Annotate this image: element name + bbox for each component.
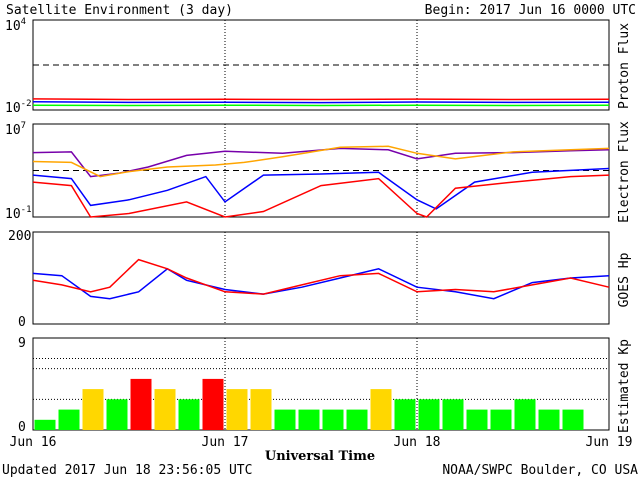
xtick-jun16: Jun 16 bbox=[10, 435, 57, 450]
credit-label: NOAA/SWPC Boulder, CO USA bbox=[442, 463, 638, 478]
series-line-1-red bbox=[32, 174, 610, 218]
kp-bar-22 bbox=[562, 409, 584, 430]
series-line-1-blue bbox=[32, 167, 610, 210]
kp-bar-13 bbox=[346, 409, 368, 430]
kp-bar-8 bbox=[226, 389, 248, 430]
kp-bar-21 bbox=[538, 409, 560, 430]
kp-bar-20 bbox=[514, 399, 536, 430]
electron-ytick-bottom: 10-1 bbox=[5, 205, 32, 222]
series-line-0-blue bbox=[32, 101, 610, 104]
proton-ytick-top: 104 bbox=[5, 17, 26, 34]
kp-ytick-bottom: 0 bbox=[18, 420, 26, 435]
kp-bar-2 bbox=[82, 389, 104, 430]
kp-bar-6 bbox=[178, 399, 200, 430]
kp-bar-16 bbox=[418, 399, 440, 430]
chart-marks bbox=[32, 20, 610, 430]
electron-flux-panel bbox=[32, 123, 610, 218]
kp-panel bbox=[32, 337, 610, 431]
kp-bar-14 bbox=[370, 389, 392, 430]
kp-bar-3 bbox=[106, 399, 128, 430]
kp-bar-18 bbox=[466, 409, 488, 430]
kp-bar-10 bbox=[274, 409, 296, 430]
series-line-2-blue bbox=[32, 267, 610, 300]
kp-ylabel: Estimated Kp bbox=[617, 339, 632, 433]
hp-ytick-bottom: 0 bbox=[18, 315, 26, 330]
kp-bar-11 bbox=[298, 409, 320, 430]
kp-bar-5 bbox=[154, 389, 176, 430]
kp-bar-12 bbox=[322, 409, 344, 430]
proton-flux-panel bbox=[32, 19, 610, 111]
goes-hp-panel bbox=[32, 231, 610, 325]
x-axis-label: Universal Time bbox=[265, 449, 375, 464]
kp-ytick-top: 9 bbox=[18, 336, 26, 351]
series-line-0-red bbox=[32, 98, 610, 101]
begin-time: Begin: 2017 Jun 16 0000 UTC bbox=[425, 3, 636, 18]
goes-hp-ylabel: GOES Hp bbox=[617, 252, 632, 307]
kp-bar-15 bbox=[394, 399, 416, 430]
xtick-jun18: Jun 18 bbox=[394, 435, 441, 450]
proton-flux-ylabel: Proton Flux bbox=[617, 23, 632, 109]
kp-bar-19 bbox=[490, 409, 512, 430]
xtick-jun17: Jun 17 bbox=[202, 435, 249, 450]
series-line-2-red bbox=[32, 258, 610, 295]
hp-ytick-top: 200 bbox=[8, 229, 31, 244]
kp-bar-4 bbox=[130, 378, 152, 430]
kp-bar-17 bbox=[442, 399, 464, 430]
kp-bar-1 bbox=[58, 409, 80, 430]
kp-bar-7 bbox=[202, 378, 224, 430]
series-line-1-orange bbox=[32, 145, 610, 178]
kp-bar-9 bbox=[250, 389, 272, 430]
series-line-1-purple bbox=[32, 147, 610, 178]
updated-time: Updated 2017 Jun 18 23:56:05 UTC bbox=[2, 463, 252, 478]
proton-ytick-bottom: 10-2 bbox=[5, 99, 32, 116]
electron-flux-ylabel: Electron Flux bbox=[617, 121, 632, 223]
xtick-jun19: Jun 19 bbox=[586, 435, 633, 450]
chart-title: Satellite Environment (3 day) bbox=[6, 3, 233, 18]
electron-ytick-top: 107 bbox=[5, 121, 26, 138]
kp-bar-0 bbox=[34, 419, 56, 430]
